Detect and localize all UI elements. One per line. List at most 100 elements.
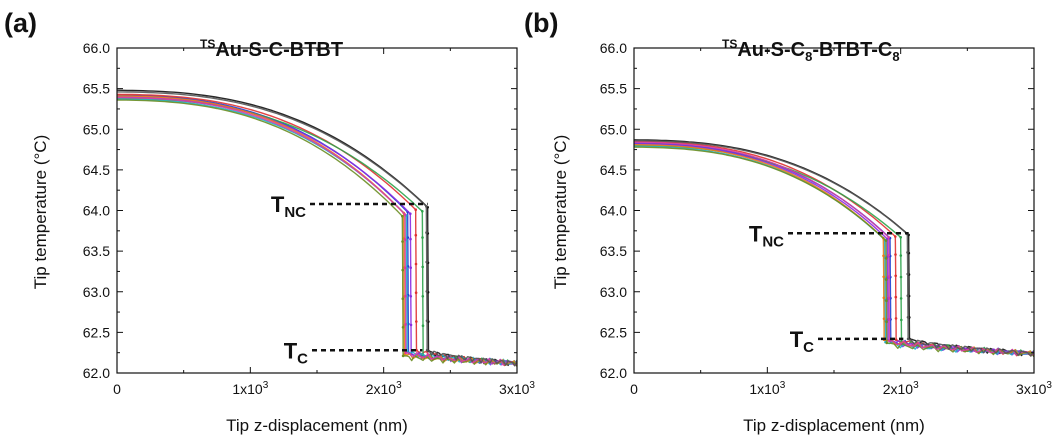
data-point (882, 296, 886, 300)
data-point (414, 262, 418, 266)
y-tick-label: 65.5 (600, 81, 627, 97)
series-line (634, 143, 1035, 356)
data-point (906, 294, 910, 298)
plot-frame (633, 47, 1035, 374)
y-tick-label: 64.0 (83, 203, 110, 219)
panel-b-title: TSAu-S-C8-BTBT-C8 (722, 37, 900, 64)
data-point (887, 236, 890, 239)
panel-b-title-mid: -BTBT-C (812, 39, 892, 61)
panel-a-label: (a) (4, 8, 37, 38)
data-point (409, 212, 412, 215)
data-point (425, 348, 429, 352)
series-line (634, 144, 1035, 357)
series-line (633, 144, 1035, 356)
data-point (414, 233, 418, 237)
y-tick-label: 63.5 (600, 243, 627, 259)
y-tick-label: 65.0 (83, 121, 110, 137)
data-point (894, 295, 898, 299)
y-tick-label: 62.5 (600, 324, 627, 340)
data-point (894, 235, 897, 238)
data-point (421, 210, 424, 213)
data-point (404, 351, 408, 355)
panel-b-title-pre: TS (722, 37, 737, 51)
data-point (404, 294, 407, 298)
data-point (885, 299, 888, 303)
panel-b-label: (b) (524, 8, 558, 38)
data-point (882, 254, 885, 258)
y-tick-label: 64.5 (83, 162, 110, 178)
data-point (409, 237, 412, 241)
data-point (401, 240, 404, 243)
y-tick-label: 64.5 (600, 162, 627, 178)
annotation-label: TC (284, 338, 308, 367)
x-tick-label: 2x103 (883, 380, 919, 397)
x-tick-label: 1x103 (232, 380, 268, 397)
series-line (117, 96, 518, 366)
x-tick-label: 3x103 (1016, 380, 1052, 397)
panel-b-xlabel: Tip z-displacement (nm) (743, 416, 925, 435)
data-point (894, 338, 898, 342)
data-point (894, 274, 897, 278)
panel-b-plot-area (633, 47, 1035, 374)
data-point (409, 323, 413, 327)
data-point (882, 317, 886, 321)
data-point (906, 251, 909, 254)
series-line (633, 146, 1035, 357)
data-point (425, 290, 429, 293)
series-line (633, 139, 1035, 357)
data-point (906, 337, 910, 341)
annotation-label: TNC (271, 192, 306, 221)
panel-a-plot-area (116, 47, 518, 374)
series-line (116, 99, 518, 367)
panel-a-ylabel: Tip temperature (°C) (31, 135, 50, 290)
panel-b-x-ticks: 0 1x103 2x103 3x103 (630, 48, 1052, 397)
data-point (885, 278, 888, 281)
series-line (633, 141, 1035, 357)
data-point (894, 317, 898, 320)
data-point (887, 296, 891, 300)
data-point (887, 275, 891, 278)
panel-b-ylabel: Tip temperature (°C) (551, 135, 570, 290)
panel-a: (a) TSAu-S-C-BTBT Tip temperature (°C) T… (4, 8, 535, 435)
panel-a-xlabel: Tip z-displacement (nm) (226, 416, 408, 435)
annotation-label: TC (790, 327, 814, 356)
panel-a-title-main: Au-S-C-BTBT (215, 39, 343, 61)
x-tick-label: 3x103 (499, 380, 535, 397)
series-line (117, 91, 518, 367)
y-tick-label: 62.0 (83, 365, 110, 381)
panel-a-y-ticks: 62.0 62.5 63.0 63.5 64.0 64.5 65.0 65.5 66.0 (83, 40, 517, 381)
data-point (885, 320, 888, 324)
panel-b-title-sub1: 8 (805, 49, 812, 64)
data-point (906, 272, 909, 276)
panel-a-title: TSAu-S-C-BTBT (200, 37, 343, 61)
data-point (409, 266, 413, 270)
data-point (425, 205, 428, 208)
series-line (117, 97, 518, 366)
y-tick-label: 64.0 (600, 203, 627, 219)
data-point (421, 236, 424, 239)
annotation-label: TNC (749, 221, 784, 250)
y-tick-label: 63.0 (600, 284, 627, 300)
data-point (401, 297, 405, 301)
panel-b-annotations: TNC TC (749, 221, 909, 356)
data-point (885, 341, 889, 345)
series-line (117, 98, 518, 366)
series-line (633, 140, 1035, 357)
data-point (415, 320, 418, 323)
data-point (425, 319, 429, 323)
data-point (906, 316, 910, 319)
data-point (884, 239, 888, 242)
data-point (401, 214, 404, 218)
data-point (421, 265, 425, 269)
panel-b: (b) TSAu-S-C8-BTBT-C8 Tip temperature (°… (524, 8, 1052, 435)
data-point (884, 257, 888, 260)
data-point (899, 275, 903, 279)
data-point (414, 208, 418, 211)
y-tick-label: 65.5 (83, 81, 110, 97)
data-point (899, 236, 902, 239)
data-point (414, 291, 418, 295)
data-point (421, 295, 425, 298)
y-tick-label: 63.0 (83, 284, 110, 300)
data-point (403, 213, 407, 216)
